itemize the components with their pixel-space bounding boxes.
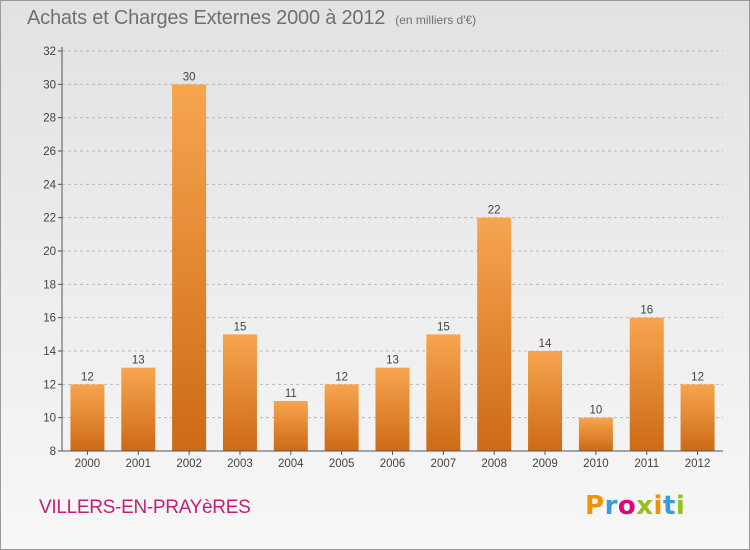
- town-name: VILLERS-EN-PRAYèRES: [39, 497, 251, 518]
- y-tick-label: 14: [43, 346, 56, 358]
- axes: [58, 47, 723, 455]
- logo-letter: i: [675, 491, 686, 521]
- x-tick-label: 2008: [481, 458, 507, 470]
- logo-letter: t: [662, 491, 676, 521]
- chart-unit: (en milliers d'€): [395, 13, 477, 27]
- bar: [172, 84, 207, 451]
- data-label: 10: [589, 405, 602, 417]
- x-tick-label: 2012: [685, 458, 711, 470]
- y-tick-label: 24: [43, 179, 56, 191]
- x-tick-label: 2006: [380, 458, 406, 470]
- chart-title: Achats et Charges Externes 2000 à 2012: [27, 7, 386, 29]
- x-tick-label: 2005: [329, 458, 355, 470]
- y-tick-label: 22: [43, 213, 56, 225]
- bar: [375, 367, 410, 451]
- y-tick-label: 32: [43, 46, 56, 58]
- logo-letter: P: [585, 491, 605, 521]
- x-tick-label: 2004: [278, 458, 304, 470]
- x-tick-label: 2010: [583, 458, 609, 470]
- x-tick-label: 2001: [125, 458, 151, 470]
- bar: [578, 417, 613, 451]
- x-tick-label: 2003: [227, 458, 253, 470]
- bar: [273, 401, 308, 451]
- y-tick-label: 10: [43, 413, 56, 425]
- y-tick-label: 12: [43, 379, 56, 391]
- bars: [70, 84, 715, 451]
- data-label: 12: [335, 371, 348, 383]
- x-tick-label: 2009: [532, 458, 558, 470]
- y-tick-label: 30: [43, 79, 56, 91]
- data-label: 16: [640, 305, 653, 317]
- logo-letter: i: [653, 491, 663, 521]
- x-tick-label: 2002: [176, 458, 202, 470]
- proxiti-logo: Proxiti: [585, 491, 685, 521]
- y-tick-label: 20: [43, 246, 56, 258]
- logo-letter: o: [617, 491, 637, 521]
- data-label: 12: [691, 371, 704, 383]
- y-tick-label: 16: [43, 313, 56, 325]
- data-label: 11: [285, 388, 297, 400]
- bar: [426, 334, 461, 451]
- x-tick-label: 2000: [75, 458, 101, 470]
- x-tick-label: 2007: [431, 458, 457, 470]
- bar: [528, 351, 563, 451]
- bar: [222, 334, 257, 451]
- y-tick-label: 28: [43, 113, 56, 125]
- data-label: 15: [437, 321, 450, 333]
- bar: [629, 317, 664, 451]
- data-label: 22: [488, 205, 501, 217]
- data-label: 14: [539, 338, 552, 350]
- y-tick-label: 26: [43, 146, 56, 158]
- data-label: 12: [81, 371, 94, 383]
- data-label: 30: [183, 71, 196, 83]
- title-row: Achats et Charges Externes 2000 à 2012 (e…: [27, 7, 476, 30]
- bar: [121, 367, 156, 451]
- bar: [70, 384, 105, 451]
- labels: 8 10 12 14 16 18 20 22 24 26 28 30 32 12 2000 13 2001 30 2…: [43, 46, 710, 470]
- bar: [324, 384, 359, 451]
- x-tick-label: 2011: [634, 458, 659, 470]
- logo-letter: r: [604, 491, 618, 521]
- data-label: 13: [132, 355, 145, 367]
- data-label: 15: [234, 321, 247, 333]
- logo-letter: x: [636, 491, 654, 521]
- data-label: 13: [386, 355, 399, 367]
- y-tick-label: 18: [43, 279, 56, 291]
- y-tick-label: 8: [50, 446, 56, 458]
- bar: [477, 217, 512, 451]
- bar: [680, 384, 715, 451]
